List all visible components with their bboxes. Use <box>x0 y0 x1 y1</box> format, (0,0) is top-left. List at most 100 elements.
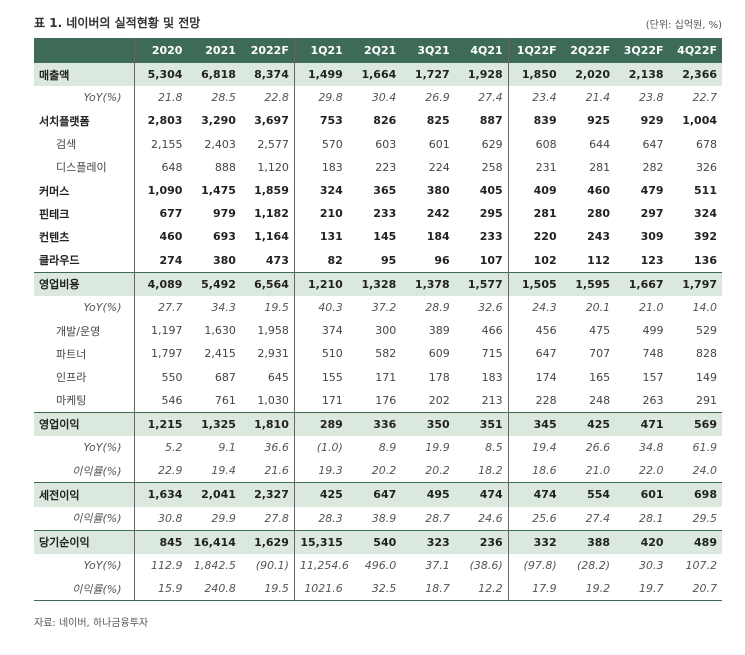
cell: 282 <box>642 160 664 174</box>
table-row: 컨텐츠 460 693 1,164 131 145 184 233 220 243 309 392 <box>34 225 722 249</box>
cell: 479 <box>640 184 664 198</box>
cell: 511 <box>694 184 717 198</box>
row-label: 개발/운영 <box>56 324 101 338</box>
cell: 2,020 <box>561 62 616 87</box>
cell: 648 <box>133 155 188 179</box>
unit-note: (단위: 십억원, %) <box>645 20 722 31</box>
cell: 2,041 <box>187 482 241 507</box>
cell: 466 <box>481 324 503 338</box>
cell: 29.9 <box>211 511 236 525</box>
cell: 1,030 <box>257 393 289 407</box>
cell: 149 <box>696 370 717 384</box>
row-label: YoY(%) <box>83 559 122 573</box>
header-cell: 1Q21 <box>293 38 348 63</box>
cell: 82 <box>293 248 348 273</box>
row-label: 매출액 <box>34 62 134 87</box>
cell: 11,254.6 <box>293 553 349 578</box>
cell: 202 <box>428 393 450 407</box>
cell: (1.0) <box>293 436 348 460</box>
cell: 28.1 <box>639 511 664 525</box>
cell: 233 <box>373 207 397 221</box>
cell: 925 <box>587 114 611 128</box>
row-label: 커머스 <box>39 184 70 198</box>
cell: 171 <box>375 370 397 384</box>
cell: 2,577 <box>257 137 289 151</box>
cell: 350 <box>401 411 455 436</box>
cell: 389 <box>428 324 450 338</box>
cell: 1021.6 <box>293 577 348 602</box>
cell: 647 <box>347 482 402 507</box>
cell: 29.8 <box>293 86 348 110</box>
cell: 184 <box>426 230 450 244</box>
cell: 274 <box>133 248 188 273</box>
cell: 20.7 <box>668 577 722 602</box>
cell: 496.0 <box>364 559 397 573</box>
cell: 19.3 <box>293 459 348 483</box>
cell: 345 <box>507 411 562 436</box>
cell: 22.7 <box>692 91 718 105</box>
cell: 1,210 <box>293 271 348 296</box>
cell: 5,304 <box>133 62 188 87</box>
cell: 1,810 <box>240 411 295 436</box>
row-label: YoY(%) <box>83 300 122 314</box>
cell: 248 <box>589 393 611 407</box>
cell: 1,120 <box>257 160 289 174</box>
cell: 2,931 <box>257 347 289 361</box>
cell: 647 <box>642 137 664 151</box>
cell: 155 <box>293 365 348 389</box>
cell: 22.0 <box>639 464 664 478</box>
cell: 107.2 <box>685 559 718 573</box>
cell: 3,697 <box>254 114 289 128</box>
cell: 845 <box>133 529 188 554</box>
cell: 21.4 <box>585 91 611 105</box>
table-row: 클라우드 274 380 473 82 95 96 107 102 112 123 136 <box>34 248 722 273</box>
row-label: YoY(%) <box>83 91 122 105</box>
cell: 27.7 <box>133 295 188 320</box>
cell: 929 <box>640 114 664 128</box>
cell: 28.5 <box>211 91 236 105</box>
cell: 38.9 <box>371 511 397 525</box>
cell: 1,197 <box>133 319 188 343</box>
cell: 220 <box>507 225 562 249</box>
row-label: 영업비용 <box>34 271 134 296</box>
cell: 112.9 <box>133 553 188 578</box>
cell: 32.6 <box>478 300 503 314</box>
cell: 27.8 <box>264 511 289 525</box>
cell: 1,958 <box>257 324 289 338</box>
cell: 336 <box>347 411 402 436</box>
cell: 839 <box>507 109 562 133</box>
cell: 30.8 <box>133 506 188 531</box>
cell: 323 <box>401 529 455 554</box>
cell: 15,315 <box>293 529 348 554</box>
cell: 24.6 <box>478 511 503 525</box>
cell: 174 <box>507 365 562 389</box>
row-label: 서치플랫폼 <box>39 114 90 128</box>
cell: 240.8 <box>187 577 241 602</box>
table-row: 매출액 5,304 6,818 8,374 1,499 1,664 1,727 1,928 1,… <box>34 62 722 87</box>
cell: 1,630 <box>204 324 236 338</box>
cell: 165 <box>589 370 611 384</box>
cell: 183 <box>481 370 503 384</box>
cell: 18.2 <box>478 464 503 478</box>
cell: 1,842.5 <box>193 559 236 573</box>
cell: 979 <box>212 207 236 221</box>
cell: 828 <box>696 347 717 361</box>
cell: 263 <box>642 393 664 407</box>
cell: 1,850 <box>507 62 562 87</box>
cell: 23.8 <box>639 91 664 105</box>
cell: 36.6 <box>264 441 289 455</box>
row-label: 영업이익 <box>34 411 134 436</box>
cell: 1,859 <box>254 184 289 198</box>
cell: 1,505 <box>507 271 562 296</box>
cell: 281 <box>589 160 611 174</box>
cell: 23.4 <box>507 86 562 110</box>
cell: 6,818 <box>187 62 241 87</box>
table-row: 서치플랫폼 2,803 3,290 3,697 753 826 825 887 839 925 92… <box>34 109 722 133</box>
cell: 25.6 <box>507 506 562 531</box>
cell: 8,374 <box>240 62 295 87</box>
table-row: 커머스 1,090 1,475 1,859 324 365 380 405 409 460 479 5… <box>34 178 722 203</box>
cell: 22.8 <box>264 91 289 105</box>
cell: 326 <box>696 160 717 174</box>
header-cell: 2020 <box>133 38 188 63</box>
cell: 171 <box>293 388 348 413</box>
